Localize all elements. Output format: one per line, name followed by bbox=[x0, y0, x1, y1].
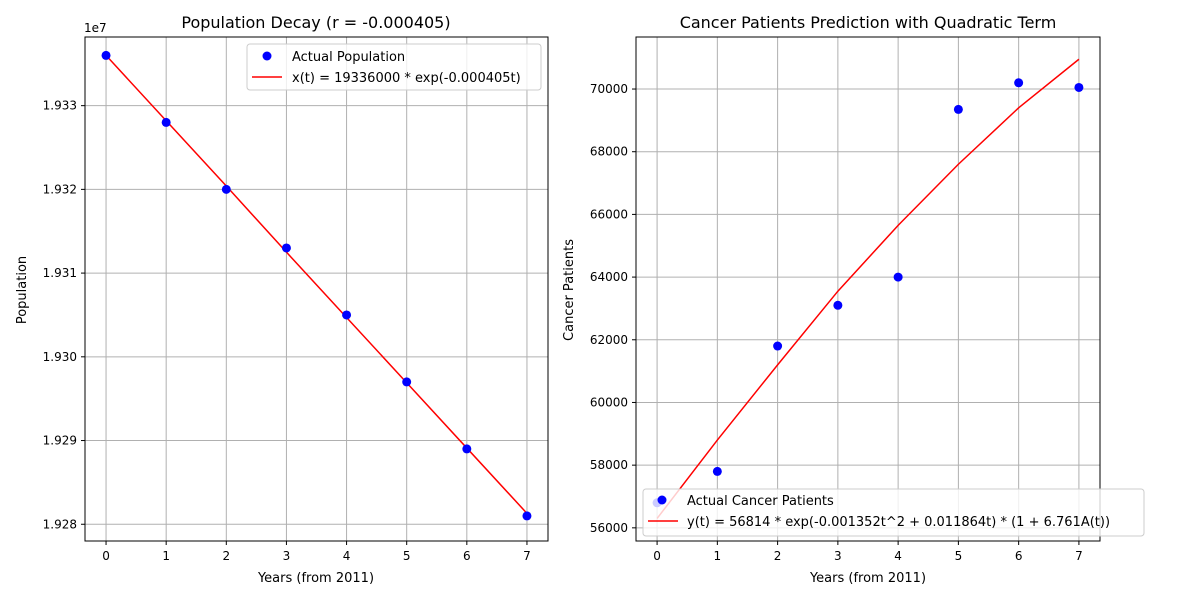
cancer-fit-line bbox=[656, 58, 1080, 519]
cancer-ticks: 0 1 2 3 4 5 6 7 56000 58000 60000 62000 64000 66000 68… bbox=[590, 82, 1083, 563]
population-legend: Actual Population x(t) = 19336000 * exp(… bbox=[246, 43, 542, 91]
cancer-y-tick-label: 62000 bbox=[590, 333, 628, 347]
population-x-tick-label: 1 bbox=[162, 549, 170, 563]
population-fit-line-layer bbox=[105, 54, 528, 514]
population-grid bbox=[85, 37, 548, 541]
cancer-legend-label-points: Actual Cancer Patients bbox=[687, 494, 834, 509]
population-points-layer bbox=[101, 50, 532, 521]
population-data-point bbox=[161, 117, 171, 127]
population-data-point bbox=[402, 377, 412, 387]
population-y-tick-label: 1.931 bbox=[43, 266, 77, 280]
population-data-point bbox=[101, 50, 111, 60]
cancer-x-tick-label: 6 bbox=[1015, 549, 1023, 563]
cancer-x-tick-label: 5 bbox=[955, 549, 963, 563]
population-fit-line bbox=[105, 54, 528, 514]
population-x-tick-label: 3 bbox=[283, 549, 291, 563]
cancer-y-tick-label: 70000 bbox=[590, 82, 628, 96]
cancer-chart-title: Cancer Patients Prediction with Quadrati… bbox=[680, 13, 1057, 32]
population-ticks: 0 1 2 3 4 5 6 7 1.928 1.929 1.930 1.931 1.932 1.933 bbox=[43, 99, 531, 563]
population-y-offset-text: 1e7 bbox=[84, 21, 107, 35]
population-y-tick-label: 1.932 bbox=[43, 182, 77, 196]
population-legend-label-points: Actual Population bbox=[292, 50, 405, 65]
population-data-point bbox=[462, 444, 472, 454]
cancer-legend-box bbox=[642, 488, 1145, 537]
cancer-data-point bbox=[1014, 78, 1024, 88]
population-y-tick-label: 1.933 bbox=[43, 99, 77, 113]
population-data-point bbox=[221, 184, 231, 194]
cancer-chart: 0 1 2 3 4 5 6 7 56000 58000 60000 62000 64000 66000 68… bbox=[562, 13, 1145, 586]
cancer-legend: Actual Cancer Patients y(t) = 56814 * ex… bbox=[642, 488, 1145, 537]
cancer-data-point bbox=[833, 300, 843, 310]
population-y-axis-label: Population bbox=[15, 256, 30, 324]
population-legend-label-fit: x(t) = 19336000 * exp(-0.000405t) bbox=[292, 71, 521, 86]
cancer-x-axis-label: Years (from 2011) bbox=[809, 571, 926, 586]
cancer-y-tick-label: 56000 bbox=[590, 521, 628, 535]
cancer-data-point bbox=[1074, 82, 1084, 92]
population-x-tick-label: 7 bbox=[523, 549, 531, 563]
cancer-x-tick-label: 4 bbox=[894, 549, 902, 563]
cancer-y-axis-label: Cancer Patients bbox=[562, 239, 577, 341]
cancer-y-tick-label: 60000 bbox=[590, 395, 628, 409]
population-x-tick-label: 6 bbox=[463, 549, 471, 563]
cancer-x-tick-label: 3 bbox=[834, 549, 842, 563]
population-y-tick-label: 1.928 bbox=[43, 517, 77, 531]
population-x-tick-label: 5 bbox=[403, 549, 411, 563]
population-x-tick-label: 2 bbox=[222, 549, 230, 563]
population-y-tick-label: 1.929 bbox=[43, 434, 77, 448]
cancer-x-tick-label: 1 bbox=[714, 549, 722, 563]
cancer-legend-marker bbox=[657, 495, 667, 505]
cancer-y-tick-label: 58000 bbox=[590, 458, 628, 472]
population-x-tick-label: 4 bbox=[343, 549, 351, 563]
population-plot-frame bbox=[84, 36, 549, 542]
cancer-data-point bbox=[712, 466, 722, 476]
cancer-data-point bbox=[773, 341, 783, 351]
cancer-x-tick-label: 7 bbox=[1075, 549, 1083, 563]
cancer-y-tick-label: 68000 bbox=[590, 145, 628, 159]
population-data-point bbox=[522, 511, 532, 521]
population-legend-marker bbox=[262, 51, 272, 61]
cancer-y-tick-label: 64000 bbox=[590, 270, 628, 284]
population-legend-box bbox=[246, 43, 542, 91]
cancer-x-tick-label: 0 bbox=[653, 549, 661, 563]
cancer-data-point bbox=[893, 272, 903, 282]
cancer-legend-label-fit: y(t) = 56814 * exp(-0.001352t^2 + 0.0118… bbox=[687, 515, 1110, 530]
population-chart-title: Population Decay (r = -0.000405) bbox=[181, 13, 450, 32]
cancer-plot-frame bbox=[635, 36, 1101, 542]
cancer-data-point bbox=[953, 104, 963, 114]
population-x-tick-label: 0 bbox=[102, 549, 110, 563]
population-y-tick-label: 1.930 bbox=[43, 350, 77, 364]
cancer-fit-line-layer bbox=[656, 58, 1080, 519]
cancer-x-tick-label: 2 bbox=[774, 549, 782, 563]
population-data-point bbox=[281, 243, 291, 253]
cancer-y-tick-label: 66000 bbox=[590, 207, 628, 221]
population-x-axis-label: Years (from 2011) bbox=[257, 571, 374, 586]
population-chart: 0 1 2 3 4 5 6 7 1.928 1.929 1.930 1.931 1.932 1.933 P… bbox=[15, 13, 549, 586]
population-data-point bbox=[342, 310, 352, 320]
